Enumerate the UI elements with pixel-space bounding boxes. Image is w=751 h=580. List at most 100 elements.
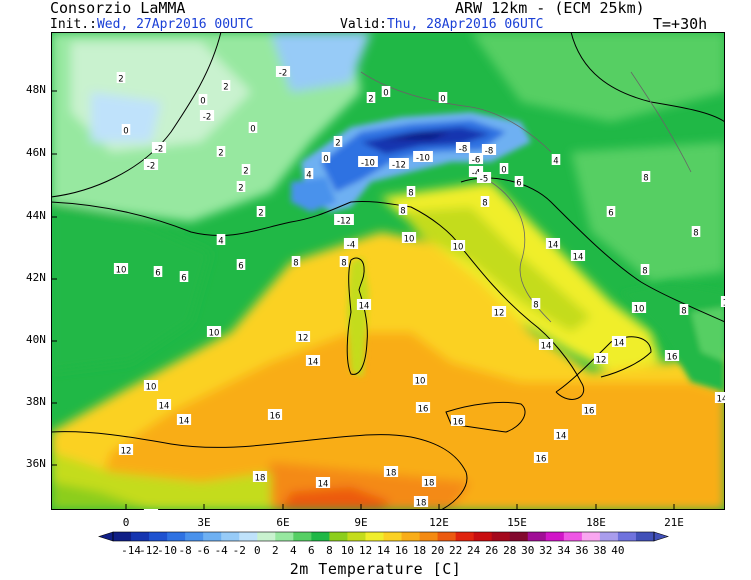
colorbar-tick-label: 0 bbox=[253, 544, 261, 557]
map-label: -4 bbox=[472, 169, 480, 179]
map-label: 6 bbox=[516, 179, 521, 189]
map-label-box bbox=[176, 414, 192, 425]
map-label-box bbox=[593, 353, 609, 364]
map-label: 10 bbox=[404, 235, 415, 245]
map-label-box bbox=[720, 296, 725, 307]
map-label: 4 bbox=[218, 237, 223, 247]
map-label: 14 bbox=[318, 480, 329, 490]
map-label-box bbox=[450, 240, 466, 251]
map-label-box bbox=[143, 159, 159, 170]
map-label-box bbox=[631, 302, 647, 313]
map-label: 0 bbox=[250, 125, 255, 135]
colorbar-swatch bbox=[347, 532, 366, 541]
map-label: 8 bbox=[533, 301, 538, 311]
map-label-box bbox=[570, 250, 586, 261]
map-label: 2 bbox=[335, 139, 340, 149]
colorbar-swatch bbox=[275, 532, 294, 541]
map-label: 16 bbox=[536, 455, 547, 465]
map-label: 2 bbox=[368, 95, 373, 105]
colorbar-swatch bbox=[437, 532, 457, 541]
map-label: -12 bbox=[337, 217, 351, 227]
map-label-box bbox=[305, 355, 321, 366]
map-label-box bbox=[248, 122, 258, 133]
map-label-box bbox=[641, 171, 651, 182]
colorbar-swatch bbox=[617, 532, 637, 541]
colorbar-swatch bbox=[383, 532, 403, 541]
colorbar-tick-label: -8 bbox=[178, 544, 192, 557]
colorbar-swatch bbox=[329, 532, 348, 541]
map-label-box bbox=[480, 196, 490, 207]
colorbar-title: 2m Temperature [C] bbox=[289, 560, 462, 578]
colorbar-tick-label: 28 bbox=[503, 544, 517, 557]
map-label: 0 bbox=[323, 155, 328, 165]
map-label-box bbox=[476, 172, 492, 183]
map-label-box bbox=[606, 206, 616, 217]
map-label: 18 bbox=[255, 474, 266, 484]
colorbar-tick-label: 14 bbox=[376, 544, 391, 557]
map-label-box bbox=[121, 124, 131, 135]
colorbar-tick-label: 16 bbox=[394, 544, 409, 557]
map-label-box bbox=[216, 234, 226, 245]
lat-label: 42N bbox=[26, 271, 46, 284]
map-label: 14 bbox=[614, 339, 625, 349]
map-label-box bbox=[714, 392, 725, 403]
map-label-box bbox=[151, 142, 167, 153]
map-label: -5 bbox=[480, 175, 488, 185]
lon-label: 18E bbox=[586, 516, 606, 529]
colorbar-swatch bbox=[491, 532, 511, 541]
colorbar-tick-label: 34 bbox=[557, 544, 571, 557]
colorbar-swatch bbox=[239, 532, 258, 541]
colorbar-tick-label: 4 bbox=[290, 544, 297, 557]
map-label-box bbox=[455, 142, 471, 153]
map-label: 14 bbox=[159, 402, 170, 412]
map-label: 0 bbox=[123, 127, 128, 137]
map-label-box bbox=[691, 226, 701, 237]
colorbar-swatch bbox=[149, 532, 168, 541]
map-label: -4 bbox=[347, 241, 355, 251]
valid-label: Valid: bbox=[340, 17, 387, 32]
map-label-box bbox=[412, 374, 428, 385]
colorbar-swatch bbox=[311, 532, 330, 541]
map-label-box bbox=[221, 80, 231, 91]
map-label: 6 bbox=[238, 262, 243, 272]
map-label: 16 bbox=[453, 418, 464, 428]
map-label: 12 bbox=[494, 309, 505, 319]
map-label-box bbox=[450, 415, 466, 426]
map-label: -6 bbox=[472, 156, 480, 166]
colorbar-swatch bbox=[509, 532, 529, 541]
map-label-box bbox=[468, 153, 484, 164]
map-label: 0 bbox=[501, 166, 506, 176]
map-label: 0 bbox=[200, 97, 205, 107]
colorbar-swatch bbox=[455, 532, 475, 541]
lat-label: 48N bbox=[26, 83, 46, 96]
map-label-box bbox=[358, 156, 378, 167]
map-label: 10 bbox=[116, 266, 127, 276]
colorbar-tick-label: 36 bbox=[575, 544, 589, 557]
lon-label: 3E bbox=[197, 516, 211, 529]
map-label-box bbox=[533, 452, 549, 463]
map-label: 2 bbox=[243, 167, 248, 177]
map-label-box bbox=[304, 168, 314, 179]
map-label: 8 bbox=[341, 259, 346, 269]
map-label-box bbox=[545, 238, 561, 249]
map-label-box bbox=[116, 72, 126, 83]
model-title: ARW 12km - (ECM 25km) bbox=[455, 0, 645, 17]
map-label-box bbox=[664, 350, 680, 361]
map-label: 12 bbox=[121, 447, 132, 457]
map-label-box bbox=[491, 306, 507, 317]
colorbar-tick-label: 26 bbox=[485, 544, 499, 557]
lat-label: 36N bbox=[26, 457, 46, 470]
map-label: 2 bbox=[223, 83, 228, 93]
map-label-box bbox=[113, 263, 129, 274]
map-label-box bbox=[481, 144, 497, 155]
colorbar-tick-label: -14 bbox=[121, 544, 141, 557]
map-label: 8 bbox=[643, 174, 648, 184]
map-label-box bbox=[438, 92, 448, 103]
map-label-box bbox=[333, 136, 343, 147]
map-label-box bbox=[199, 110, 215, 121]
map-label-box bbox=[401, 232, 417, 243]
map-label-box bbox=[381, 86, 391, 97]
colorbar-tick-label: 30 bbox=[521, 544, 535, 557]
map-label: 2 bbox=[258, 209, 263, 219]
